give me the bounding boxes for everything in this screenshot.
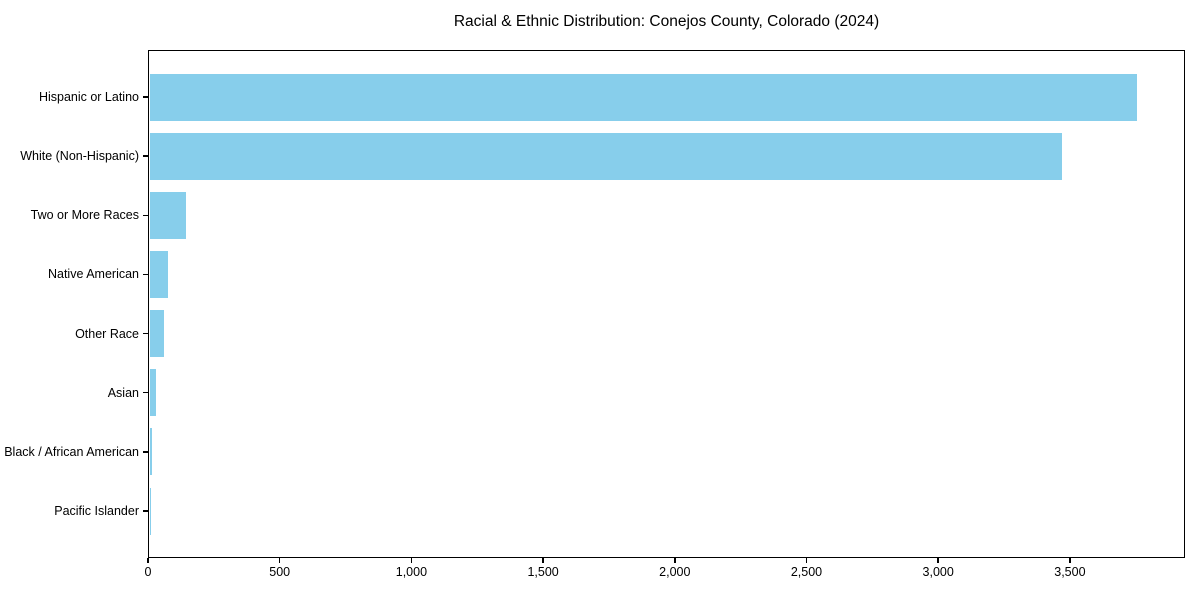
y-tick-label-native-american: Native American [47,267,139,282]
x-tick-label-3000: 3,000 [922,565,954,579]
x-tick-label-1500: 1,500 [527,565,559,579]
x-tick-label-0: 0 [144,565,152,579]
plot-area [148,50,1185,558]
bar-two-or-more-races [149,191,187,239]
y-tick-label-hispanic-or-latino: Hispanic or Latino [38,90,139,104]
y-tick-label-asian: Asian [107,385,139,400]
x-tick-label-3500: 3,500 [1054,565,1086,579]
bar-hispanic-or-latino [149,73,1138,121]
y-tick-label-black-african-american: Black / African American [4,444,139,459]
y-tick-mark [143,510,148,512]
y-tick-mark [143,155,148,157]
x-tick-mark [147,558,149,563]
y-tick-mark [143,214,148,217]
y-tick-mark [143,451,148,453]
y-tick-mark [143,273,148,276]
y-tick-mark [143,332,148,335]
y-tick-label-white-non-hispanic: White (Non-Hispanic) [20,149,139,164]
bar-asian [149,369,157,417]
bar-white-non-hispanic [149,132,1063,180]
bar-pacific-islander [149,487,152,535]
x-tick-label-500: 500 [269,565,291,579]
x-tick-mark [805,558,808,563]
bar-native-american [149,250,169,298]
bar-black-african-american [149,428,152,476]
x-tick-mark [542,558,544,563]
y-tick-mark [143,391,148,394]
x-tick-label-2000: 2,000 [659,565,691,579]
x-tick-mark [278,558,281,563]
x-tick-mark [674,558,676,563]
x-tick-mark [410,558,413,563]
x-tick-mark [937,558,939,563]
y-tick-label-pacific-islander: Pacific Islander [54,504,139,518]
x-tick-label-2500: 2,500 [790,565,823,579]
y-tick-label-other-race: Other Race [75,326,139,341]
bar-other-race [149,310,165,358]
y-tick-label-two-or-more-races: Two or More Races [30,208,139,223]
x-tick-mark [1069,558,1071,563]
chart-title: Racial & Ethnic Distribution: Conejos Co… [453,13,880,30]
y-tick-mark [143,96,148,98]
x-tick-label-1000: 1,000 [395,565,428,579]
